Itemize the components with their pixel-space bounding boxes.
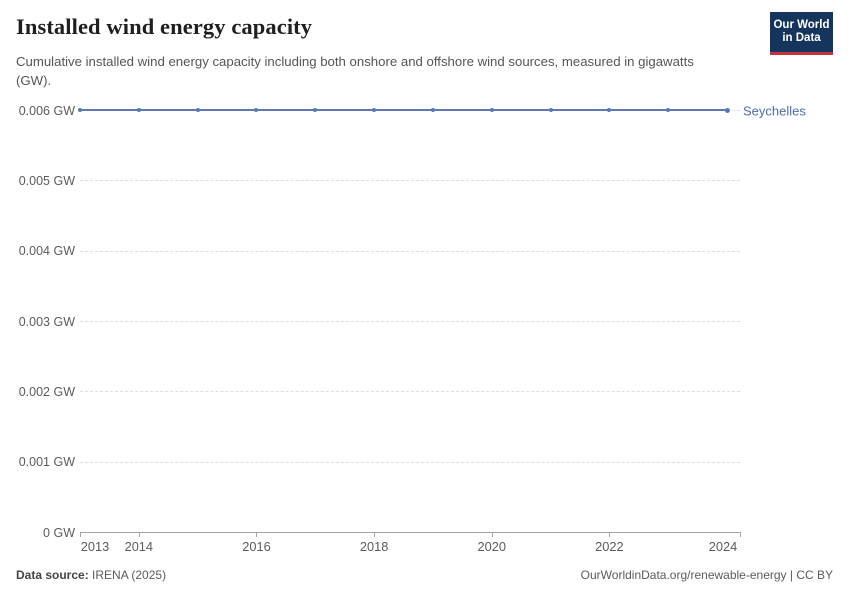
chart-subtitle: Cumulative installed wind energy capacit… <box>16 54 694 88</box>
x-tick <box>609 532 611 537</box>
data-point-2018 <box>372 108 377 112</box>
x-axis-end-tick <box>80 532 81 537</box>
x-tick-label: 2024 <box>708 539 738 554</box>
x-tick-label: 2020 <box>477 539 506 554</box>
y-tick-label: 0.001 GW <box>18 455 75 470</box>
owid-logo-line2: in Data <box>782 32 821 44</box>
x-tick-label: 2018 <box>359 539 389 554</box>
data-point-2019 <box>430 108 435 112</box>
y-tick-label: 0.005 GW <box>18 173 75 188</box>
data-point-2016 <box>254 108 259 112</box>
y-gridline <box>80 321 740 322</box>
data-point-2014 <box>136 108 141 112</box>
y-tick-label: 0 GW <box>43 525 75 540</box>
data-point-2023 <box>666 108 671 112</box>
data-source-value: IRENA (2025) <box>88 568 167 582</box>
x-tick <box>256 532 258 537</box>
x-tick-label: 2014 <box>124 539 154 554</box>
data-source: Data source: IRENA (2025) <box>16 568 166 582</box>
x-tick-label: 2016 <box>242 539 271 554</box>
y-tick-label: 0.003 GW <box>18 314 75 329</box>
x-tick <box>374 532 376 537</box>
chart-title: Installed wind energy capacity <box>16 14 313 39</box>
x-tick-label: 2022 <box>595 539 624 554</box>
y-gridline <box>80 461 740 463</box>
data-point-2013 <box>78 108 82 112</box>
series-line-seychelles <box>80 109 727 111</box>
y-gridline <box>80 250 740 252</box>
credit-link[interactable]: OurWorldinData.org/renewable-energy | CC… <box>580 568 833 582</box>
owid-logo-line1: Our World <box>773 18 830 31</box>
y-tick-label: 0.006 GW <box>18 103 75 118</box>
data-point-2024 <box>724 107 730 113</box>
data-point-2020 <box>489 108 494 112</box>
y-tick-label: 0.002 GW <box>18 384 75 399</box>
data-point-2022 <box>607 108 612 112</box>
owid-logo: Our World in Data <box>770 12 833 55</box>
data-point-2021 <box>548 108 553 112</box>
x-tick-label: 2013 <box>80 539 110 554</box>
y-gridline <box>80 391 740 393</box>
data-source-label: Data source: <box>16 568 89 582</box>
x-axis-line <box>80 532 740 533</box>
data-point-2015 <box>195 108 200 112</box>
x-axis-end-tick <box>740 532 741 537</box>
data-point-2017 <box>313 108 318 112</box>
x-tick <box>138 532 140 537</box>
y-gridline <box>80 180 740 182</box>
series-label-seychelles: Seychelles <box>743 103 806 118</box>
chart-footer: Data source: IRENA (2025) OurWorldinData… <box>16 568 833 582</box>
x-tick <box>491 532 493 537</box>
y-tick-label: 0.004 GW <box>18 244 75 259</box>
